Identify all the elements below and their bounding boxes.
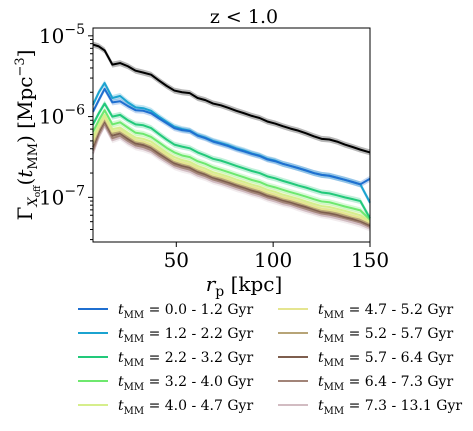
series-line-0 <box>92 43 371 154</box>
plot-area <box>92 41 371 232</box>
series-line-8 <box>92 120 371 227</box>
y-tick-label-1: 10−6 <box>39 103 85 129</box>
x-axis-ticks: 50 100 150 <box>164 242 389 272</box>
legend-label-6: tMM = 5.2 - 5.7 Gyr <box>318 326 453 345</box>
x-tick-label-0: 50 <box>164 248 189 272</box>
band-1 <box>93 85 370 188</box>
series-line-3 <box>92 102 371 219</box>
series-line-4 <box>92 109 371 221</box>
series-lines <box>92 43 371 230</box>
legend-label-0: tMM = 0.0 - 1.2 Gyr <box>118 302 253 321</box>
series-line-7 <box>92 118 371 225</box>
y-axis-ticks: 10−7 10−6 10−5 <box>39 22 93 241</box>
x-tick-label-1: 100 <box>254 248 292 272</box>
series-line-9 <box>92 122 371 228</box>
legend-label-1: tMM = 1.2 - 2.2 Gyr <box>118 326 253 345</box>
series-line-10 <box>92 124 371 230</box>
band-10 <box>93 122 370 232</box>
legend-label-5: tMM = 4.7 - 5.2 Gyr <box>318 302 453 321</box>
series-line-6 <box>92 116 371 224</box>
legend-label-9: tMM = 7.3 - 13.1 Gyr <box>318 398 462 417</box>
legend-label-4: tMM = 4.0 - 4.7 Gyr <box>118 398 253 417</box>
chart-title: z < 1.0 <box>210 6 278 28</box>
legend-label-8: tMM = 6.4 - 7.3 Gyr <box>318 374 453 393</box>
legend-label-2: tMM = 2.2 - 3.2 Gyr <box>118 350 253 369</box>
band-3 <box>93 100 370 222</box>
x-tick-label-2: 150 <box>351 248 389 272</box>
y-tick-label-0: 10−7 <box>39 183 85 209</box>
legend-label-3: tMM = 3.2 - 4.0 Gyr <box>118 374 253 393</box>
series-line-5 <box>92 113 371 222</box>
y-tick-label-2: 10−5 <box>39 22 85 48</box>
legend-label-7: tMM = 5.7 - 6.4 Gyr <box>318 350 453 369</box>
series-line-1 <box>92 87 371 186</box>
legend: tMM = 0.0 - 1.2 Gyr tMM = 1.2 - 2.2 Gyr tM… <box>78 302 462 417</box>
y-axis-label: ΓXoff(tMM) [Mpc−3] <box>13 50 43 221</box>
x-axis-label: rp [kpc] <box>206 272 283 300</box>
band-4 <box>93 107 370 223</box>
